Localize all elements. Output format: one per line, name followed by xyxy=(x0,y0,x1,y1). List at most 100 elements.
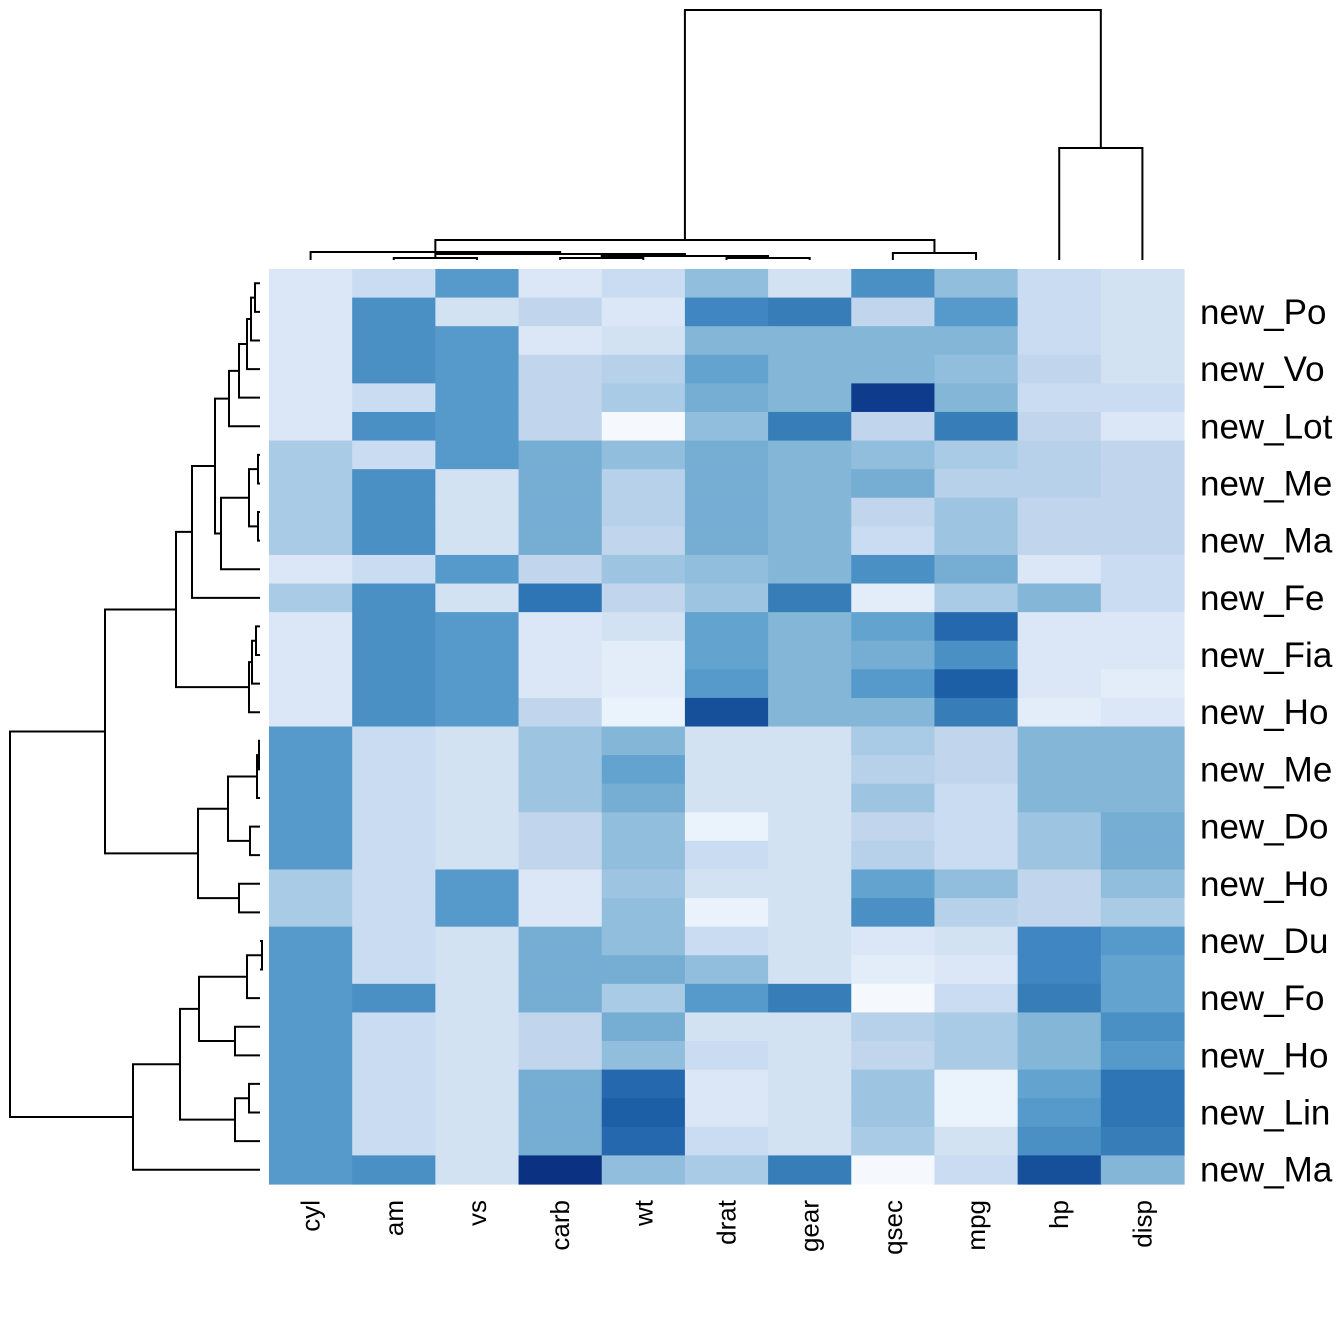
heatmap-cell xyxy=(601,469,686,499)
heatmap-cell xyxy=(435,526,520,556)
heatmap-cell xyxy=(1017,1155,1102,1185)
column-dendrogram xyxy=(309,9,1144,260)
heatmap-cell xyxy=(684,554,769,585)
heatmap-cell xyxy=(1100,983,1185,1014)
dendrogram-branch xyxy=(198,975,247,1043)
heatmap-cell xyxy=(435,812,520,842)
heatmap-cell xyxy=(1017,983,1102,1014)
heatmap-cell xyxy=(1100,1126,1185,1156)
heatmap-cell xyxy=(435,1041,520,1071)
heatmap-cell xyxy=(1017,812,1102,842)
row-label: new_Fe xyxy=(1200,579,1325,618)
heatmap-cell xyxy=(1100,469,1185,499)
heatmap-cell xyxy=(1100,383,1185,413)
heatmap-cell xyxy=(768,697,852,728)
heatmap-cell xyxy=(518,926,603,956)
heatmap-cell xyxy=(352,640,436,670)
heatmap-cell xyxy=(684,326,769,356)
heatmap-cell xyxy=(601,497,686,527)
heatmap-cell xyxy=(851,955,936,985)
heatmap-cell xyxy=(352,812,436,842)
heatmap-cell xyxy=(352,297,436,327)
heatmap-cell xyxy=(269,1098,353,1128)
heatmap-cell xyxy=(684,1126,769,1156)
heatmap-cell xyxy=(435,1155,520,1185)
heatmap-cell xyxy=(1100,497,1185,527)
row-labels: new_Ponew_Vonew_Lotnew_Menew_Manew_Fenew… xyxy=(1200,293,1333,1190)
heatmap-cell xyxy=(601,269,686,299)
heatmap-cell xyxy=(435,898,520,928)
heatmap-cell xyxy=(1100,1098,1185,1128)
heatmap-cell xyxy=(684,583,769,613)
heatmap-cell xyxy=(684,411,769,442)
heatmap-cell xyxy=(601,755,686,785)
heatmap-cell xyxy=(1017,783,1102,813)
heatmap-cell xyxy=(684,1098,769,1128)
heatmap-cell xyxy=(352,1098,436,1128)
heatmap-cell xyxy=(934,812,1019,842)
heatmap-cell xyxy=(269,526,353,556)
heatmap-cell xyxy=(1100,783,1185,813)
heatmap-cell xyxy=(601,612,686,642)
dendrogram-branch xyxy=(258,739,260,771)
heatmap-cell xyxy=(352,269,436,299)
heatmap-cell xyxy=(435,983,520,1014)
heatmap-cell xyxy=(684,526,769,556)
heatmap-cell xyxy=(269,469,353,499)
heatmap-cell xyxy=(1100,440,1185,470)
dendrogram-branch xyxy=(227,775,257,842)
heatmap-cell xyxy=(352,497,436,527)
heatmap-cell xyxy=(1017,297,1102,327)
column-label: qsec xyxy=(878,1200,908,1255)
heatmap-cell xyxy=(851,869,936,899)
heatmap-cell xyxy=(851,497,936,527)
heatmap-cell xyxy=(269,583,353,613)
heatmap-cell xyxy=(1017,383,1102,413)
heatmap-cell xyxy=(851,898,936,928)
heatmap-cell xyxy=(934,869,1019,899)
heatmap-cell xyxy=(518,669,603,699)
heatmap-cell xyxy=(851,697,936,728)
heatmap-cell xyxy=(1017,469,1102,499)
dendrogram-branch xyxy=(559,257,645,260)
heatmap-cell xyxy=(684,697,769,728)
heatmap-cell xyxy=(269,869,353,899)
heatmap-cell xyxy=(435,640,520,670)
heatmap-cell xyxy=(601,526,686,556)
heatmap-cell xyxy=(1017,269,1102,299)
heatmap-cell xyxy=(851,669,936,699)
heatmap-cell xyxy=(768,1069,852,1099)
heatmap-cell xyxy=(352,326,436,356)
dendrogram-branch xyxy=(234,1097,260,1143)
heatmap-cell xyxy=(851,726,936,756)
heatmap-cell xyxy=(1100,1012,1185,1042)
dendrogram-branch xyxy=(249,825,260,857)
heatmap-cell xyxy=(435,354,520,384)
heatmap-cell xyxy=(435,669,520,699)
heatmap-cell xyxy=(851,354,936,384)
heatmap-cell xyxy=(934,1069,1019,1099)
row-dendrogram xyxy=(9,282,263,1171)
heatmap-cell xyxy=(768,898,852,928)
heatmap-cell xyxy=(1017,1069,1102,1099)
heatmap-cell xyxy=(1100,583,1185,613)
heatmap-cell xyxy=(851,326,936,356)
heatmap-cell xyxy=(934,726,1019,756)
column-label: vs xyxy=(462,1200,492,1226)
heatmap-cell xyxy=(934,1012,1019,1042)
heatmap-cell xyxy=(1100,812,1185,842)
heatmap-cell xyxy=(518,469,603,499)
heatmap-cell xyxy=(518,640,603,670)
heatmap-cell xyxy=(684,354,769,384)
heatmap-cell xyxy=(851,297,936,327)
heatmap-cell xyxy=(601,383,686,413)
heatmap-cell xyxy=(269,354,353,384)
heatmap-cell xyxy=(352,726,436,756)
heatmap-cell xyxy=(601,783,686,813)
heatmap-cell xyxy=(851,983,936,1014)
heatmap-cell xyxy=(1017,326,1102,356)
heatmap-cell xyxy=(934,354,1019,384)
heatmap-cell xyxy=(1017,583,1102,613)
heatmap-cell xyxy=(435,612,520,642)
heatmap-cell xyxy=(851,583,936,613)
